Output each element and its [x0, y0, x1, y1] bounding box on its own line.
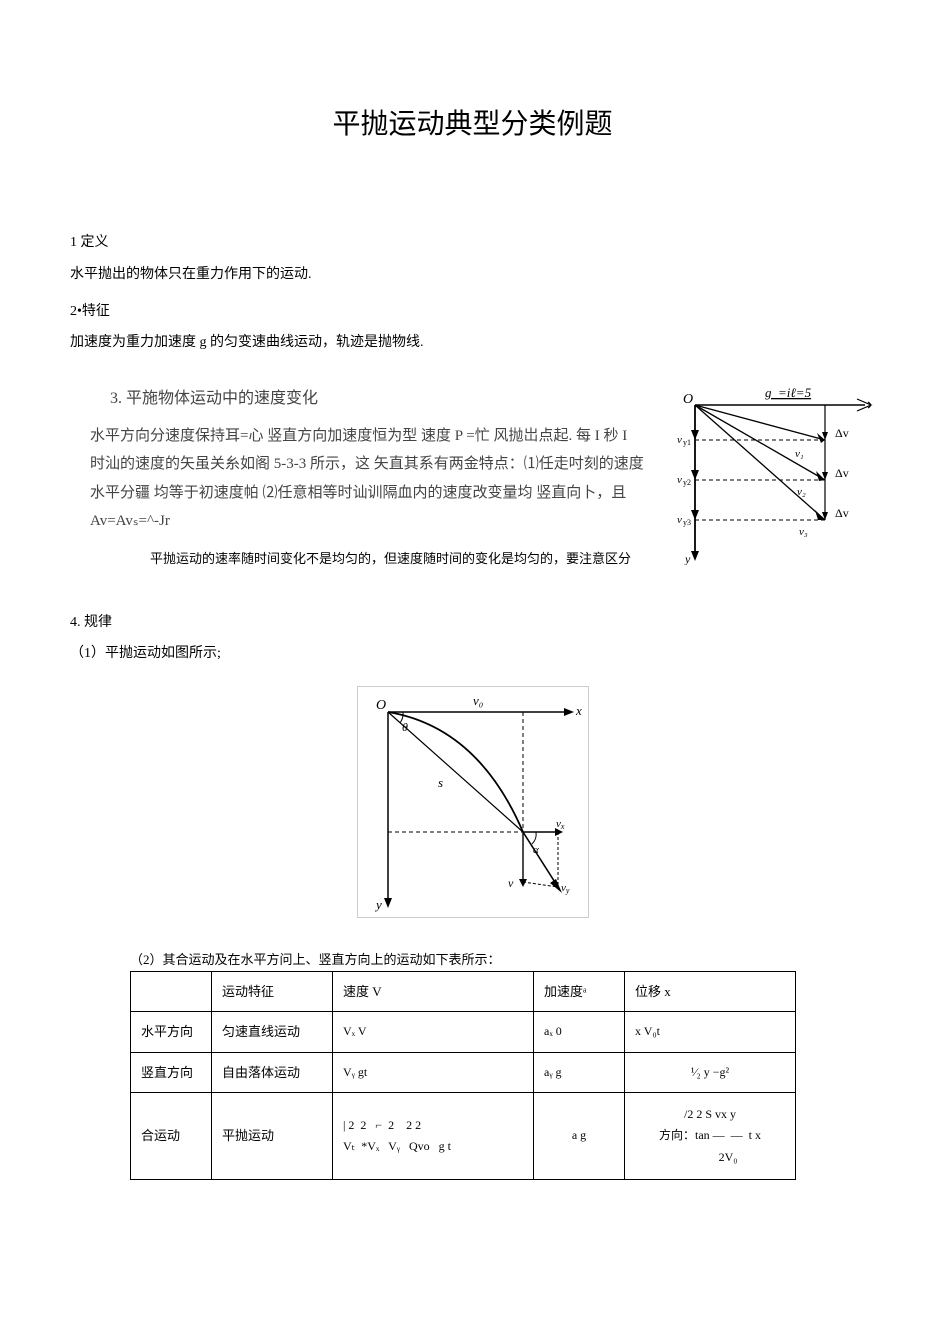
diagram1-vy1: v	[677, 434, 682, 446]
fig2-v: v	[508, 876, 514, 890]
fig2-vx: vx	[556, 818, 565, 831]
row-horizontal-accel: aₓ 0	[534, 1012, 625, 1052]
diagram1-dv3: Δv	[835, 506, 849, 520]
fig2-s: s	[438, 775, 443, 790]
table-header-accel: 加速度ᵃ	[534, 971, 625, 1011]
fig2-y: y	[374, 897, 382, 912]
table-row: 合运动 平抛运动 | 2 2 ⌐ 2 2 2 Vₜ *Vₓ Vᵧ Qvo g t…	[131, 1093, 796, 1180]
row-combined-feature: 平抛运动	[212, 1093, 333, 1180]
fig2-O: O	[376, 698, 386, 713]
section-3-body: 水平方向分速度保持耳=心 竖直方向加速度恒为型 速度 P =忙 风抛岀点起. 每…	[90, 422, 645, 536]
page-title: 平抛运动典型分类例题	[70, 100, 875, 150]
section-2-label: 2•特征	[70, 299, 875, 324]
table-row: 竖直方向 自由落体运动 Vᵧ gt aᵧ g ¹⁄₂ y −g²	[131, 1052, 796, 1092]
fig2-theta: θ	[402, 720, 408, 734]
diagram1-vy3: v	[677, 514, 682, 526]
row-horizontal-label: 水平方向	[131, 1012, 212, 1052]
row-vertical-feature: 自由落体运动	[212, 1052, 333, 1092]
diagram1-dv2: Δv	[835, 466, 849, 480]
svg-text:y1: y1	[683, 438, 691, 447]
diagram1-dv1: Δv	[835, 426, 849, 440]
section-4-label: 4. 规律	[70, 610, 875, 635]
row-combined-label: 合运动	[131, 1093, 212, 1180]
table-header-velocity: 速度 V	[333, 971, 534, 1011]
svg-text:y2: y2	[683, 478, 691, 487]
row-vertical-disp: ¹⁄₂ y −g²	[625, 1052, 796, 1092]
fig2-vy: vy	[561, 882, 570, 895]
row-vertical-accel: aᵧ g	[534, 1052, 625, 1092]
fig2-x: x	[575, 703, 582, 718]
diagram1-origin-label: O	[683, 392, 693, 407]
row-combined-velocity: | 2 2 ⌐ 2 2 2 Vₜ *Vₓ Vᵧ Qvo g t	[333, 1093, 534, 1180]
motion-table: 运动特征 速度 V 加速度ᵃ 位移 x 水平方向 匀速直线运动 Vₓ V aₓ …	[130, 971, 796, 1180]
table-header-row: 运动特征 速度 V 加速度ᵃ 位移 x	[131, 971, 796, 1011]
section-1-body: 水平抛出的物体只在重力作用下的运动.	[70, 262, 875, 287]
row-horizontal-velocity: Vₓ V	[333, 1012, 534, 1052]
diagram1-v1: v₁	[795, 448, 804, 460]
svg-text:y3: y3	[683, 518, 691, 527]
diagram1-top-label: g_=iℓ=5	[765, 385, 812, 400]
section-4-item2: （2）其合运动及在水平方问上、竖直方向上的运动如下表所示：	[130, 948, 875, 971]
section-2-body: 加速度为重力加速度 g 的匀变速曲线运动，轨迹是抛物线.	[70, 330, 875, 355]
fig2-v0: v₀	[473, 693, 483, 708]
velocity-vector-diagram: O g_=iℓ=5 y vy1 v₁ Δv vy2 v₂ Δv	[675, 385, 875, 565]
row-combined-disp: /2 2 S vx y 方向：tan ― ― t x 2V₀	[625, 1093, 796, 1180]
row-combined-accel: a g	[534, 1093, 625, 1180]
table-header-disp: 位移 x	[625, 971, 796, 1011]
row-vertical-velocity: Vᵧ gt	[333, 1052, 534, 1092]
diagram1-vy2: v	[677, 474, 682, 486]
trajectory-figure-wrap: O v₀ x y s θ vx v vy α	[70, 686, 875, 927]
section-3: 3. 平施物体运动中的速度变化 水平方向分速度保持耳=心 竖直方向加速度恒为型 …	[70, 385, 875, 570]
table-row: 水平方向 匀速直线运动 Vₓ V aₓ 0 x V₀t	[131, 1012, 796, 1052]
section-4-item1: （1）平抛运动如图所示;	[70, 641, 875, 666]
row-horizontal-disp: x V₀t	[625, 1012, 796, 1052]
diagram1-v3: v₃	[799, 526, 808, 538]
row-horizontal-feature: 匀速直线运动	[212, 1012, 333, 1052]
table-header-blank	[131, 971, 212, 1011]
table-header-feature: 运动特征	[212, 971, 333, 1011]
section-1-label: 1 定义	[70, 230, 875, 255]
fig2-alpha: α	[533, 844, 539, 856]
section-3-note: 平抛运动的速率随时间变化不是均匀的，但速度随时间的变化是均匀的，要注意区分	[150, 548, 675, 570]
trajectory-diagram: O v₀ x y s θ vx v vy α	[357, 686, 589, 918]
row-vertical-label: 竖直方向	[131, 1052, 212, 1092]
diagram1-y-label: y	[684, 552, 691, 565]
